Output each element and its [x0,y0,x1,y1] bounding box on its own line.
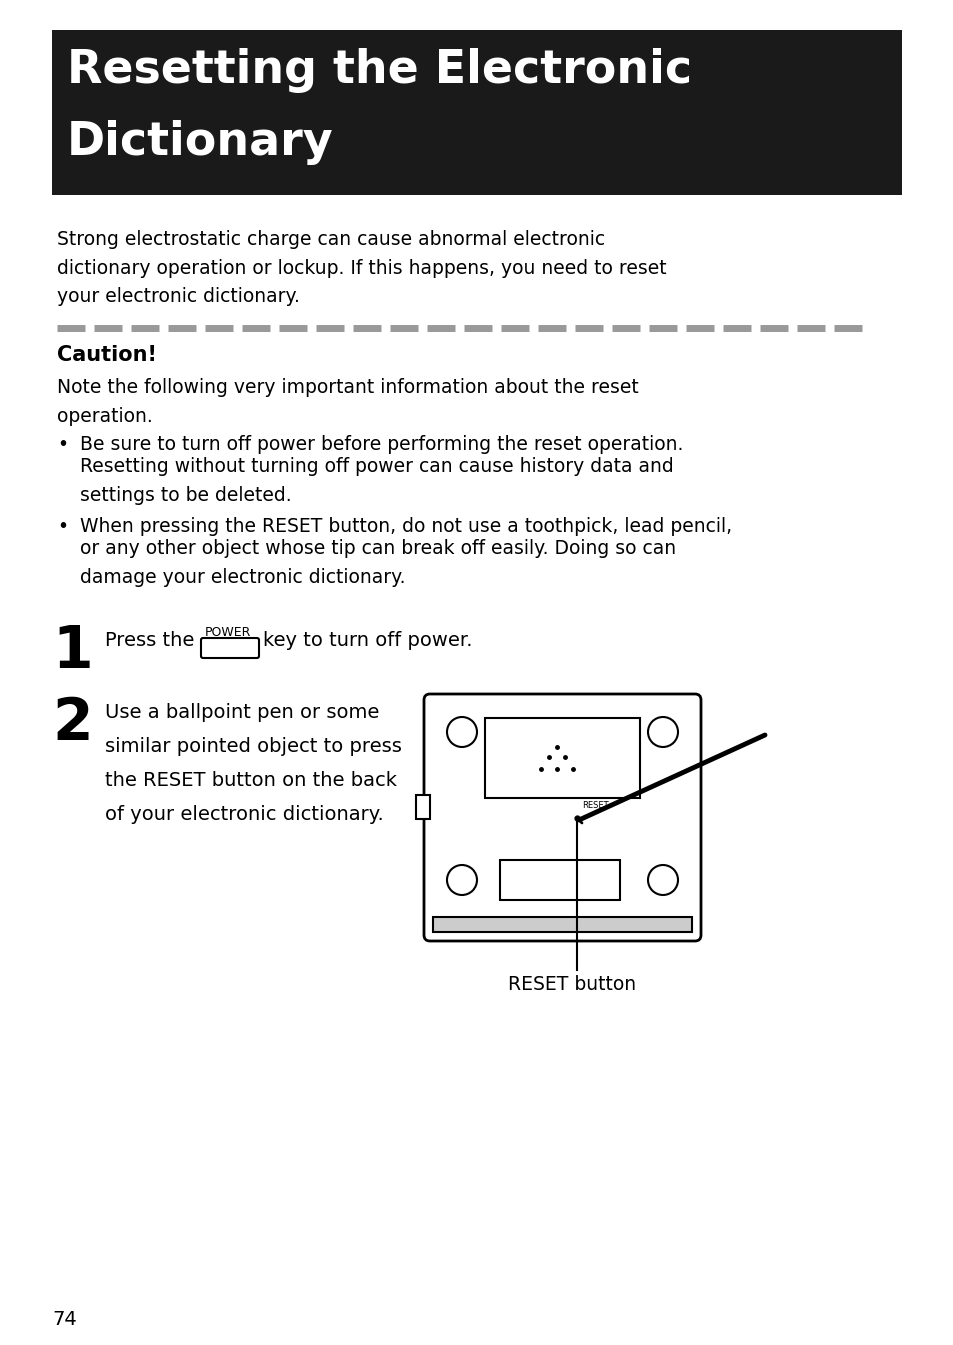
Text: •: • [57,516,68,537]
Bar [52,30,901,195]
Text: 2: 2 [52,695,92,752]
Text: Resetting the Electronic: Resetting the Electronic [67,48,691,93]
Bar [484,718,639,798]
Text: 1: 1 [52,623,92,681]
Bar [433,917,691,932]
FancyBboxPatch shape [201,638,258,658]
Text: RESET button: RESET button [507,975,636,994]
Text: Note the following very important information about the reset
operation.: Note the following very important inform… [57,378,639,426]
Text: Be sure to turn off power before performing the reset operation.: Be sure to turn off power before perform… [80,434,682,455]
Text: Caution!: Caution! [57,346,156,364]
Text: When pressing the RESET button, do not use a toothpick, lead pencil,: When pressing the RESET button, do not u… [80,516,731,537]
Text: or any other object whose tip can break off easily. Doing so can
damage your ele: or any other object whose tip can break … [80,539,676,586]
FancyBboxPatch shape [423,694,700,941]
Bar [416,795,430,819]
Text: 74: 74 [52,1310,76,1329]
Text: Resetting without turning off power can cause history data and
settings to be de: Resetting without turning off power can … [80,457,673,504]
Text: POWER: POWER [205,625,251,639]
Text: Dictionary: Dictionary [67,120,334,165]
Text: RESET: RESET [581,802,608,810]
Text: Use a ballpoint pen or some
similar pointed object to press
the RESET button on : Use a ballpoint pen or some similar poin… [105,703,401,824]
Text: Strong electrostatic charge can cause abnormal electronic
dictionary operation o: Strong electrostatic charge can cause ab… [57,230,666,307]
Bar [499,859,619,900]
Text: Press the: Press the [105,631,194,650]
Text: •: • [57,434,68,455]
Text: key to turn off power.: key to turn off power. [263,631,472,650]
